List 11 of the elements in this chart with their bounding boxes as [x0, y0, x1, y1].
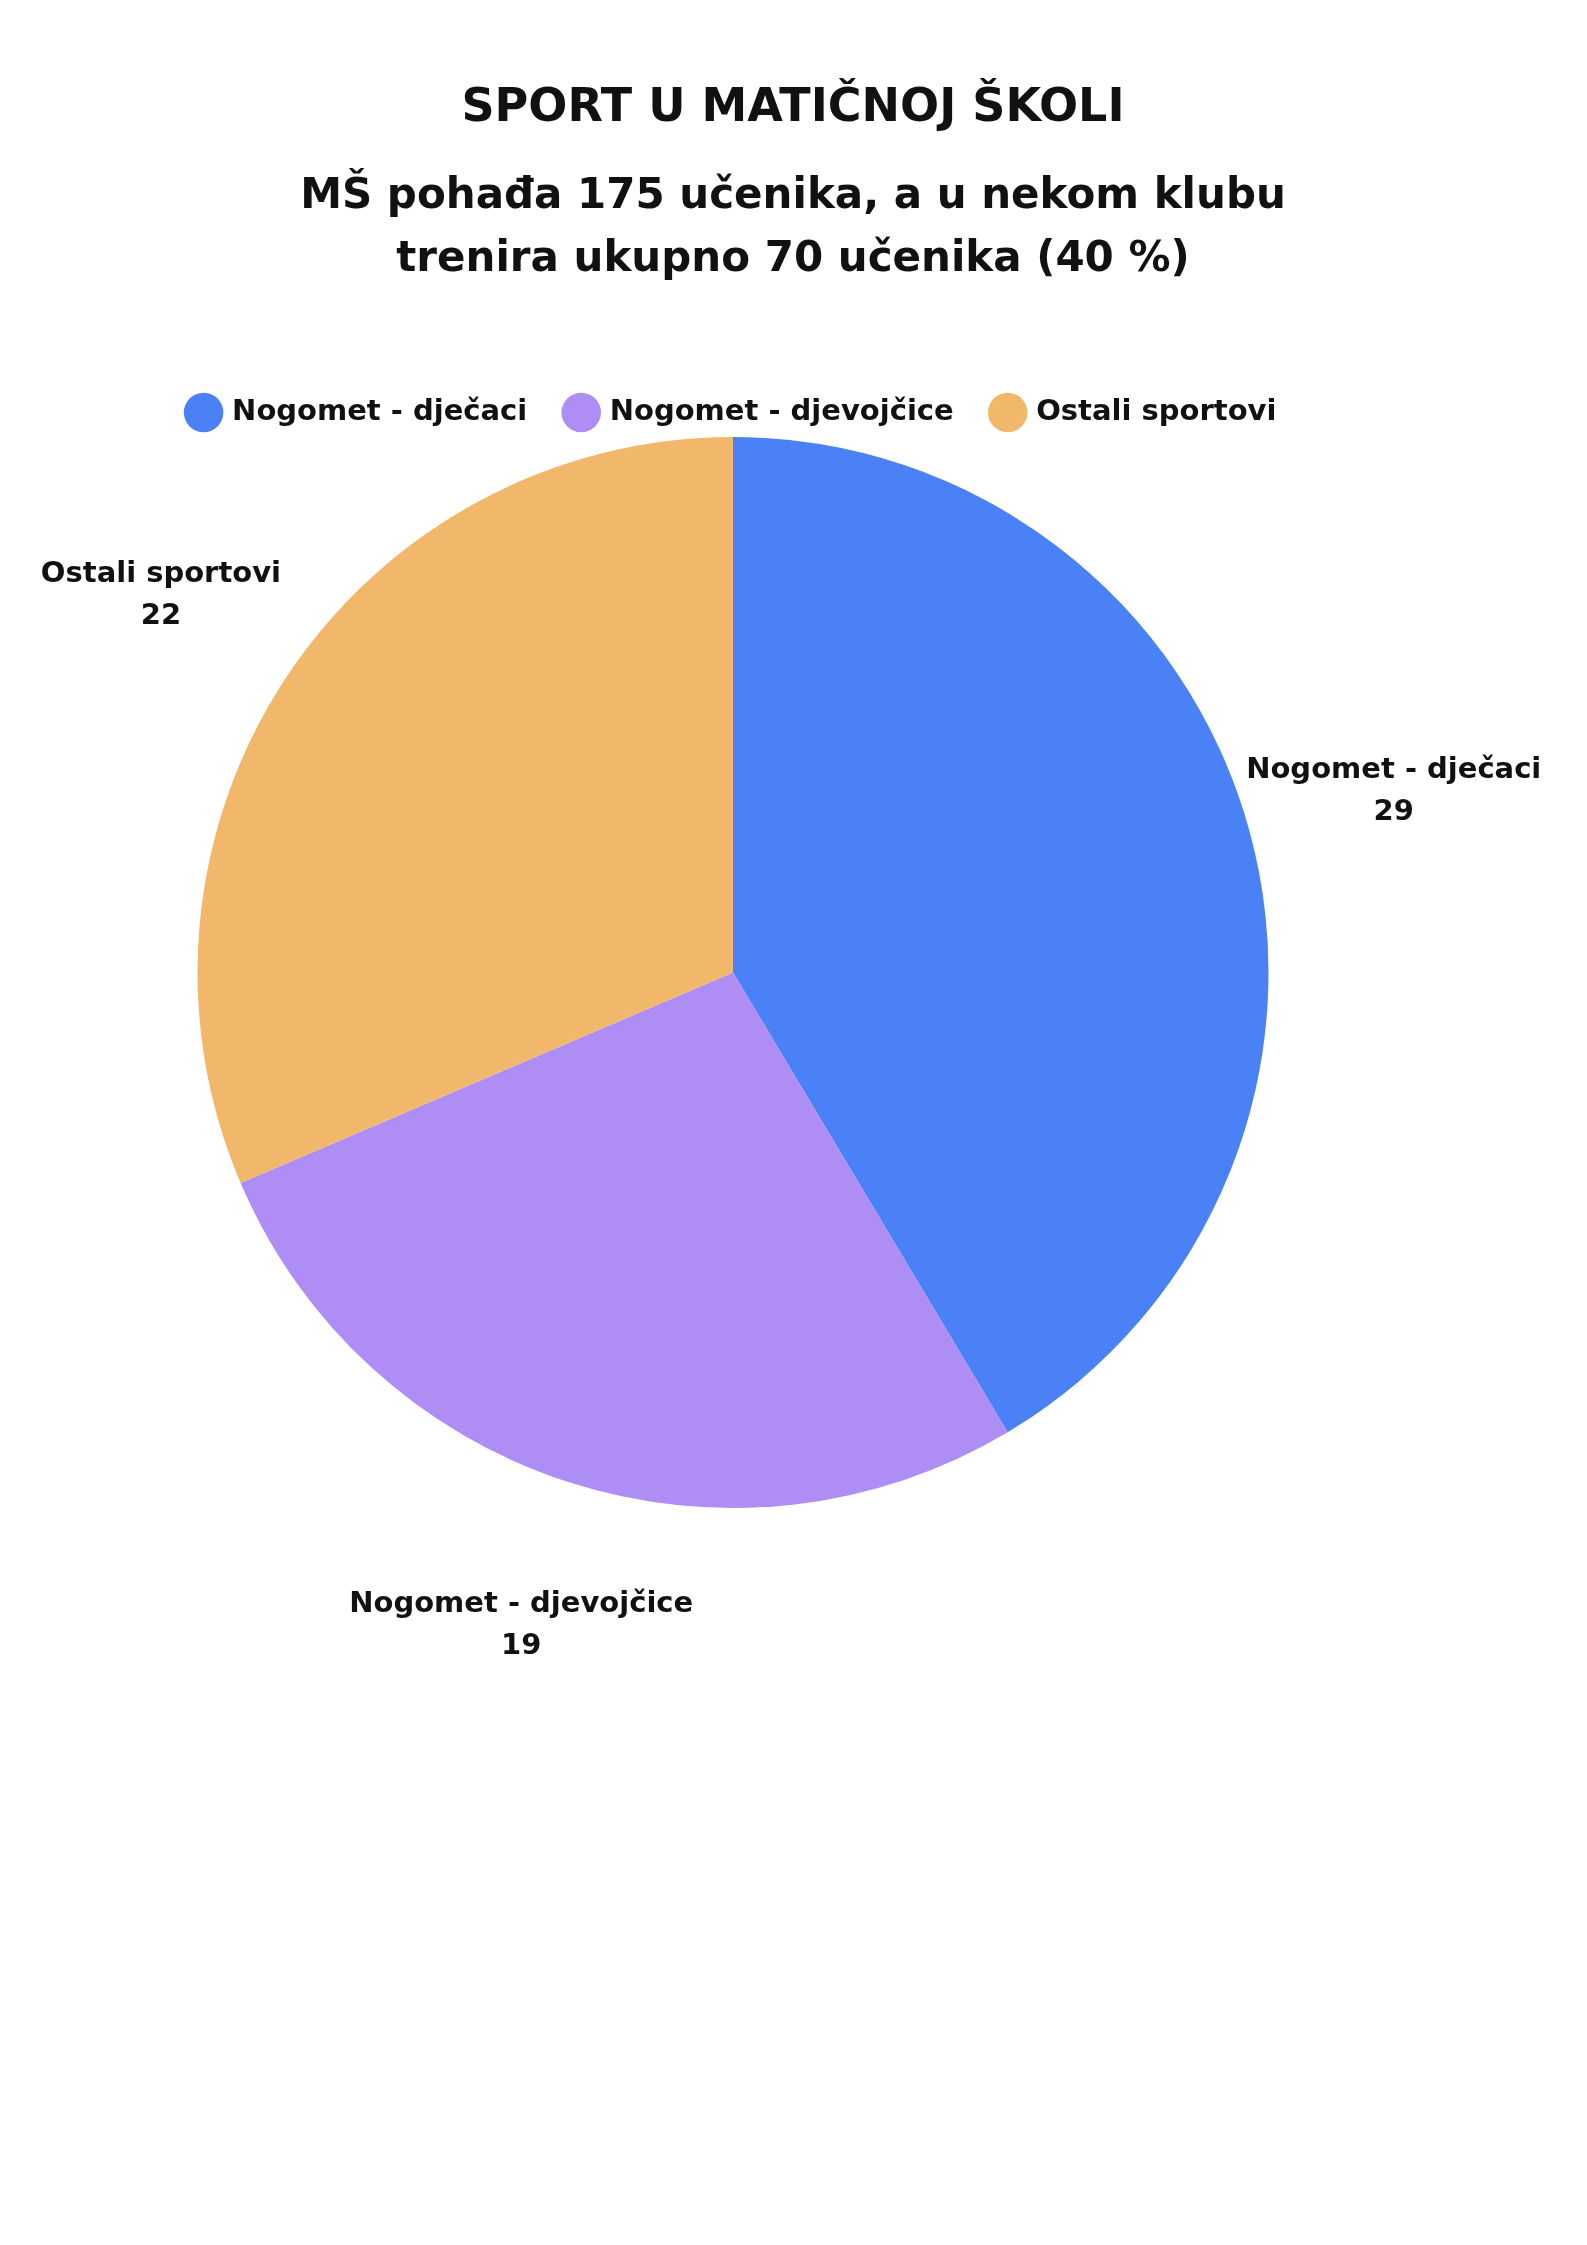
legend-label: Nogomet - dječaci — [232, 393, 528, 428]
legend-label: Nogomet - djevojčice — [609, 393, 954, 428]
chart-subtitle: MŠ pohađa 175 učenika, a u nekom klubu trenira ukupno 70 učenika (40 %) — [299, 167, 1287, 283]
slice-label: Nogomet - djevojčice — [349, 1584, 694, 1619]
data-label: 29 — [1373, 792, 1414, 827]
slice-label: Ostali sportovi — [40, 555, 282, 590]
data-label: 22 — [140, 597, 182, 632]
slice-label: Nogomet - dječaci — [1246, 750, 1542, 785]
data-label: 19 — [501, 1626, 542, 1661]
chart-title: SPORT U MATIČNOJ ŠKOLI — [460, 78, 1126, 132]
legend-label: Ostali sportovi — [1036, 393, 1277, 428]
